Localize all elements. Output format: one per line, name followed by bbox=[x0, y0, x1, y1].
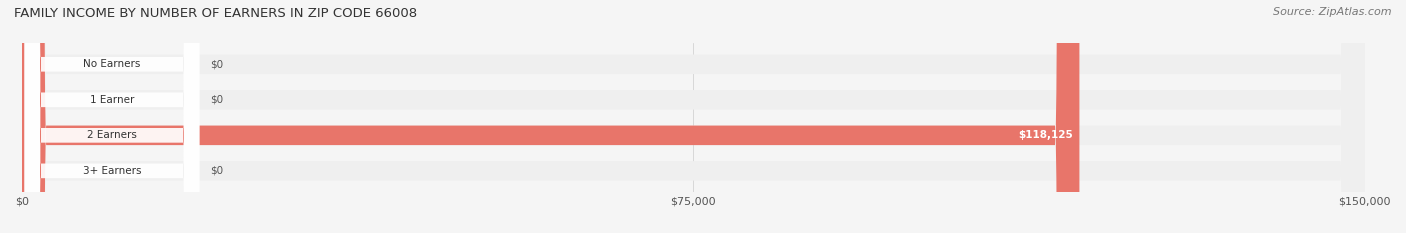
Text: 3+ Earners: 3+ Earners bbox=[83, 166, 141, 176]
Text: FAMILY INCOME BY NUMBER OF EARNERS IN ZIP CODE 66008: FAMILY INCOME BY NUMBER OF EARNERS IN ZI… bbox=[14, 7, 418, 20]
Text: $0: $0 bbox=[209, 166, 224, 176]
FancyBboxPatch shape bbox=[22, 0, 1080, 233]
Text: $0: $0 bbox=[209, 95, 224, 105]
FancyBboxPatch shape bbox=[22, 0, 1365, 233]
FancyBboxPatch shape bbox=[25, 0, 200, 233]
FancyBboxPatch shape bbox=[22, 0, 1365, 233]
Text: No Earners: No Earners bbox=[83, 59, 141, 69]
FancyBboxPatch shape bbox=[22, 0, 1365, 233]
FancyBboxPatch shape bbox=[22, 0, 1365, 233]
Text: 2 Earners: 2 Earners bbox=[87, 130, 136, 140]
Text: $118,125: $118,125 bbox=[1018, 130, 1073, 140]
FancyBboxPatch shape bbox=[25, 0, 200, 233]
Text: Source: ZipAtlas.com: Source: ZipAtlas.com bbox=[1274, 7, 1392, 17]
FancyBboxPatch shape bbox=[25, 0, 200, 233]
Text: $0: $0 bbox=[209, 59, 224, 69]
FancyBboxPatch shape bbox=[25, 0, 200, 233]
Text: 1 Earner: 1 Earner bbox=[90, 95, 134, 105]
